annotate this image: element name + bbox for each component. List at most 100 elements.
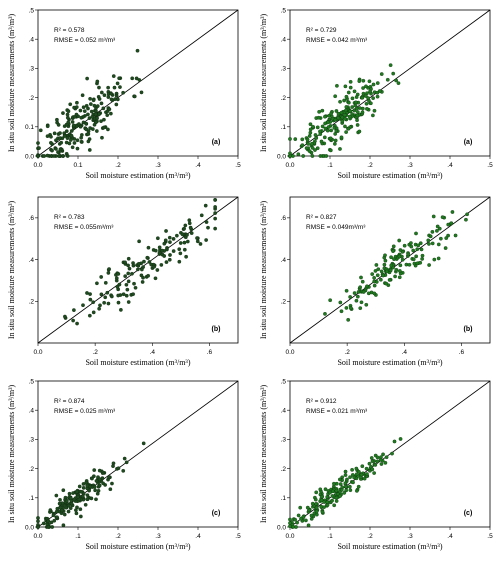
chart-b-right: 0.0 .2 .4 .6 .2 .4 .6 Soil moisture estimation … xyxy=(259,196,491,367)
data-point xyxy=(157,245,162,250)
data-point xyxy=(71,318,75,323)
data-point xyxy=(318,487,323,492)
data-point xyxy=(304,518,308,523)
x-tick-label: .5 xyxy=(235,162,241,169)
data-point xyxy=(328,298,333,303)
data-point xyxy=(185,233,189,237)
data-point xyxy=(97,477,102,482)
data-point xyxy=(79,139,84,144)
data-point xyxy=(67,491,72,496)
y-tick-label: .5 xyxy=(281,7,287,14)
data-point xyxy=(130,271,134,276)
data-point xyxy=(318,129,322,134)
data-point xyxy=(373,269,378,273)
data-point xyxy=(83,502,88,507)
data-point xyxy=(79,489,84,494)
data-point xyxy=(334,488,339,493)
x-axis-label: Soil moisture estimation (m³/m³) xyxy=(337,358,442,367)
data-point xyxy=(91,300,96,305)
data-point xyxy=(65,498,69,503)
data-point xyxy=(137,239,141,244)
rmse-label: RMSE = 0.025 m³/m³ xyxy=(54,408,116,415)
data-point xyxy=(400,257,405,262)
data-point xyxy=(311,124,315,129)
data-point xyxy=(95,79,100,84)
data-point xyxy=(195,239,200,244)
data-point xyxy=(298,505,303,510)
data-point xyxy=(123,274,128,278)
data-point xyxy=(134,76,139,81)
data-point xyxy=(324,154,329,158)
data-point xyxy=(357,79,362,83)
data-point xyxy=(52,131,57,136)
y-tick-label: .4 xyxy=(281,408,287,415)
data-point xyxy=(168,253,172,257)
data-point xyxy=(91,98,96,103)
data-point xyxy=(84,121,89,126)
data-point xyxy=(335,83,339,88)
data-point xyxy=(64,505,68,510)
x-tick-label: .1 xyxy=(327,162,333,169)
data-point xyxy=(37,146,41,150)
data-point xyxy=(136,261,141,266)
data-point xyxy=(365,107,369,111)
data-point xyxy=(182,247,187,252)
y-tick-label: 0.0 xyxy=(277,524,286,531)
data-point xyxy=(136,267,140,272)
data-point xyxy=(317,109,321,114)
data-point xyxy=(350,96,355,101)
data-point xyxy=(36,141,40,145)
data-point xyxy=(307,134,312,138)
data-point xyxy=(334,499,339,503)
data-point xyxy=(116,272,121,276)
panel-label: (c) xyxy=(464,510,473,517)
data-point xyxy=(366,96,371,100)
data-point xyxy=(440,215,445,220)
data-point xyxy=(92,122,97,127)
panel-label: (c) xyxy=(212,510,221,517)
chart-a-left: 0.0 0.1 .2 .3 .4 .5 0.0 0.1 .2 .3 .4 .5 Soil moistur… xyxy=(7,7,241,180)
x-tick-label: .2 xyxy=(115,533,121,540)
data-point xyxy=(432,257,437,262)
data-point xyxy=(116,466,121,471)
data-point xyxy=(118,85,122,89)
r-squared-label: R² = 0.729 xyxy=(306,27,337,34)
data-point xyxy=(114,93,119,98)
data-point xyxy=(99,275,104,279)
data-point xyxy=(102,125,106,130)
data-point xyxy=(111,74,116,78)
data-point xyxy=(323,121,327,126)
data-point xyxy=(50,148,54,153)
data-point xyxy=(465,212,469,217)
plot-frame xyxy=(289,196,491,344)
data-point xyxy=(371,96,375,100)
data-point xyxy=(385,77,390,82)
r-squared-label: R² = 0.578 xyxy=(54,27,85,34)
data-point xyxy=(123,260,127,265)
data-point xyxy=(406,252,411,257)
data-point xyxy=(394,78,398,83)
data-point xyxy=(314,512,319,517)
data-point xyxy=(132,281,136,286)
data-point xyxy=(124,293,129,298)
data-point xyxy=(376,267,381,272)
x-tick-label: .1 xyxy=(75,533,81,540)
r-squared-label: R² = 0.874 xyxy=(54,398,85,405)
data-point xyxy=(141,275,145,280)
data-point xyxy=(344,94,349,99)
data-point xyxy=(392,439,397,444)
data-point xyxy=(379,269,384,274)
data-point xyxy=(156,236,160,241)
data-point xyxy=(117,282,122,287)
data-point xyxy=(354,298,359,303)
data-point xyxy=(84,127,89,132)
data-point xyxy=(85,291,89,295)
data-point xyxy=(338,482,343,486)
data-point xyxy=(187,221,192,226)
data-point xyxy=(94,497,98,502)
data-point xyxy=(398,263,403,268)
data-point xyxy=(65,115,70,120)
data-point xyxy=(345,477,349,482)
data-point xyxy=(314,501,319,506)
y-tick-label: .5 xyxy=(281,378,287,385)
